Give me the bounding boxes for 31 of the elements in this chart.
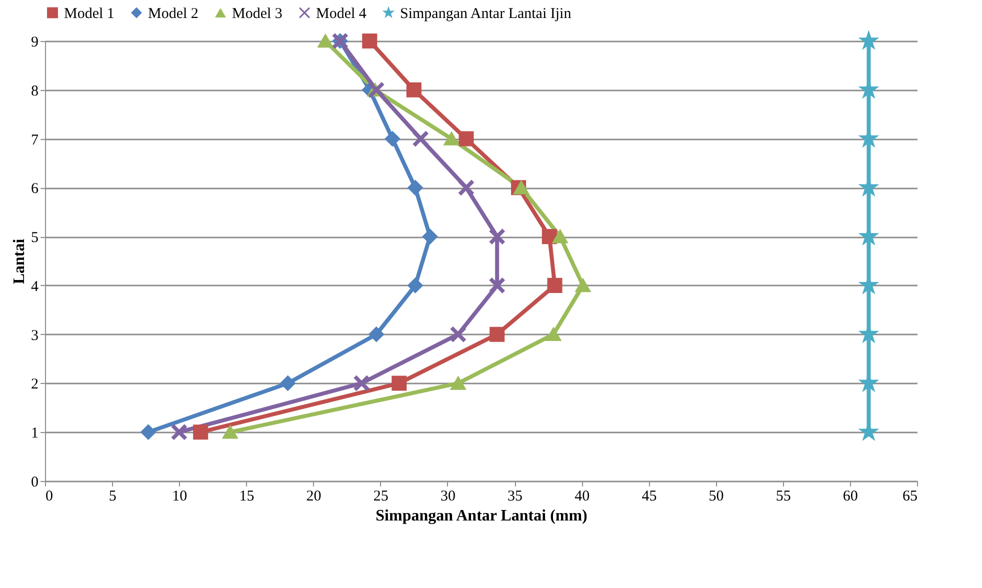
x-tick-label: 5 — [108, 488, 116, 504]
x-tick-label: 35 — [508, 488, 523, 504]
legend-label: Simpangan Antar Lantai Ijin — [400, 6, 572, 22]
x-tick-label: 15 — [239, 488, 254, 504]
legend-label: Model 1 — [64, 6, 114, 22]
x-tick-label: 40 — [574, 488, 590, 504]
x-tick-label: 45 — [642, 488, 657, 504]
y-tick-label: 5 — [31, 230, 38, 246]
y-tick-label: 6 — [31, 181, 39, 198]
x-tick-label: 30 — [440, 488, 456, 504]
y-tick-label: 9 — [31, 34, 38, 50]
x-tick-label: 50 — [708, 488, 724, 504]
y-tick-label: 0 — [31, 474, 38, 490]
y-tick-label: 8 — [31, 83, 38, 100]
x-tick-label: 60 — [842, 488, 858, 504]
x-tick-label: 55 — [776, 488, 791, 504]
legend-label: Model 3 — [232, 6, 282, 22]
y-tick-label: 2 — [31, 376, 38, 393]
y-tick-label: 7 — [31, 132, 39, 148]
legend-label: Model 4 — [316, 6, 367, 22]
x-tick-label: 20 — [306, 488, 322, 504]
x-tick-label: 0 — [46, 488, 53, 504]
y-axis-title: Lantai — [11, 238, 28, 284]
y-tick-label: 1 — [31, 426, 38, 442]
y-tick-label: 3 — [31, 328, 38, 344]
x-tick-label: 25 — [373, 488, 388, 504]
x-tick-label: 10 — [172, 488, 188, 504]
legend-label: Model 2 — [148, 6, 198, 22]
x-tick-label: 65 — [902, 488, 918, 504]
x-axis-title: Simpangan Antar Lantai (mm) — [376, 508, 588, 524]
y-tick-label: 4 — [31, 278, 39, 295]
